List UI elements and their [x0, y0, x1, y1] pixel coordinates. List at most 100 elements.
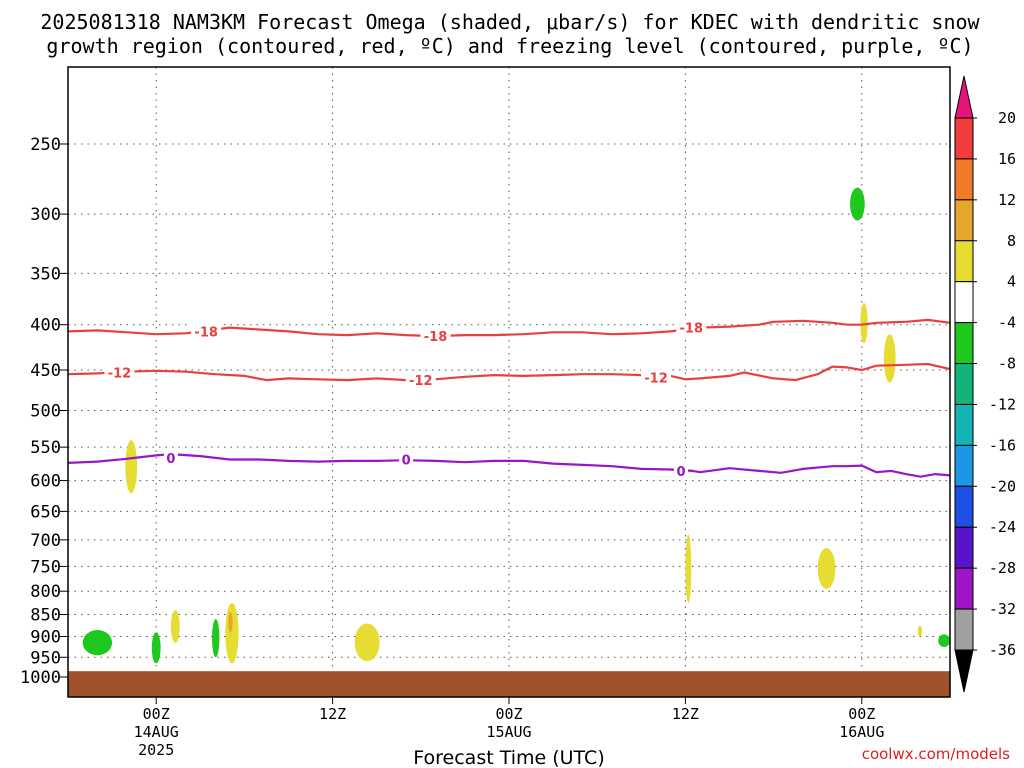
- x-tick-label: 15AUG: [486, 723, 531, 741]
- colorbar-bin-9: [954, 485, 974, 528]
- plot-area: -18 -18 -18 -12 -12 -12 0 0 0: [67, 66, 951, 698]
- colorbar-bin-5: [954, 322, 974, 365]
- contour-label-1-1: -12: [409, 374, 433, 389]
- colorbar-label: -4: [998, 314, 1016, 332]
- colorbar-bin-12: [954, 608, 974, 651]
- y-tick-label: 700: [30, 531, 61, 551]
- colorbar-bin-11: [954, 567, 974, 610]
- colorbar: 20 16 12 8 4 -4 -8 -12 -16 -20 -24 -28 -32 -36: [954, 75, 1016, 693]
- colorbar-bin-3: [954, 240, 974, 283]
- x-tick-label: 00Z: [848, 705, 875, 723]
- y-tick-label: 400: [30, 316, 61, 336]
- y-tick-label: 800: [30, 582, 61, 602]
- x-tick-label: 00Z: [495, 705, 522, 723]
- x-tick-label: 16AUG: [839, 723, 884, 741]
- y-tick-label: 600: [30, 472, 61, 492]
- omega-region-11: [860, 302, 868, 344]
- omega-region-8: [354, 623, 380, 662]
- contours: -18 -18 -18 -12 -12 -12 0 0 0: [67, 318, 951, 480]
- ground-rect: [68, 671, 950, 697]
- contour-label-2-2: 0: [676, 465, 685, 480]
- contour-label-bg-2-0: [163, 450, 178, 467]
- contour-label-bg-0-2: [676, 319, 707, 336]
- contour-label-2-1: 0: [402, 454, 411, 469]
- y-tick-label: 1000: [20, 668, 61, 688]
- chart-title-line1: 2025081318 NAM3KM Forecast Omega (shaded…: [40, 10, 980, 34]
- omega-region-4: [938, 634, 950, 648]
- contour-label-0-2: -18: [680, 322, 704, 337]
- contour-label-bg-0-0: [191, 323, 222, 340]
- x-tick-label: 00Z: [143, 705, 170, 723]
- colorbar-bin-4: [954, 281, 974, 324]
- x-tick-label: 2025: [138, 741, 174, 759]
- y-tick-label: 300: [30, 205, 61, 225]
- colorbar-label: -24: [989, 518, 1016, 536]
- x-tick-label: 14AUG: [134, 723, 179, 741]
- y-tick-label: 650: [30, 502, 61, 522]
- colorbar-label: -20: [989, 477, 1016, 495]
- contour-label-1-0: -12: [108, 367, 132, 382]
- colorbar-top-arrow: [954, 75, 974, 119]
- contour-label-bg-1-0: [104, 364, 135, 381]
- colorbar-label: -32: [989, 600, 1016, 618]
- pressure-axis: 2503003504004505005506006507007508008509…: [20, 135, 68, 688]
- omega-region-3: [850, 187, 865, 221]
- contour-label-bg-2-2: [673, 462, 688, 479]
- y-tick-label: 450: [30, 361, 61, 381]
- colorbar-label: -8: [998, 355, 1016, 373]
- colorbar-bin-0: [954, 117, 974, 160]
- colorbar-label: 20: [998, 109, 1016, 127]
- x-tick-label: 12Z: [319, 705, 346, 723]
- omega-region-14: [228, 612, 233, 633]
- y-tick-label: 250: [30, 135, 61, 155]
- credit-text[interactable]: coolwx.com/models: [862, 745, 1010, 763]
- colorbar-bin-10: [954, 526, 974, 569]
- omega-region-9: [685, 534, 692, 604]
- colorbar-bottom-arrow: [954, 649, 974, 693]
- x-tick-label: 12Z: [672, 705, 699, 723]
- contour-label-bg-2-1: [399, 451, 414, 468]
- grid: [68, 67, 950, 697]
- omega-shading: [82, 187, 950, 664]
- y-tick-label: 850: [30, 606, 61, 626]
- y-tick-label: 350: [30, 264, 61, 284]
- y-tick-label: 750: [30, 557, 61, 577]
- colorbar-label: 4: [1007, 273, 1016, 291]
- contour-label-bg-1-1: [405, 372, 436, 389]
- omega-region-6: [170, 609, 180, 643]
- x-axis-label: Forecast Time (UTC): [413, 747, 604, 768]
- omega-region-1: [151, 632, 161, 664]
- colorbar-label: -12: [989, 395, 1016, 413]
- omega-region-5: [125, 440, 138, 494]
- colorbar-label: 8: [1007, 232, 1016, 250]
- contour-label-1-2: -12: [644, 372, 668, 387]
- colorbar-label: 12: [998, 191, 1016, 209]
- colorbar-label: -16: [989, 436, 1016, 454]
- contour-label-bg-0-1: [420, 328, 451, 345]
- omega-region-10: [817, 548, 836, 589]
- contour-label-bg-1-2: [641, 369, 671, 386]
- chart-title-line2: growth region (contoured, red, ºC) and f…: [46, 34, 973, 58]
- contour-line-1: [67, 362, 951, 382]
- colorbar-label: -28: [989, 559, 1016, 577]
- y-tick-label: 550: [30, 438, 61, 458]
- colorbar-label: -36: [989, 641, 1016, 659]
- plot-frame: [67, 66, 951, 698]
- colorbar-bin-1: [954, 158, 974, 201]
- contour-label-2-0: 0: [166, 452, 175, 467]
- colorbar-bin-6: [954, 363, 974, 405]
- y-tick-label: 500: [30, 402, 61, 422]
- contour-label-0-0: -18: [194, 325, 218, 340]
- omega-region-2: [212, 619, 220, 658]
- omega-region-12: [883, 334, 896, 383]
- y-tick-label: 900: [30, 627, 61, 647]
- contour-line-2: [67, 453, 951, 478]
- contour-label-0-1: -18: [424, 330, 448, 345]
- y-tick-label: 950: [30, 648, 61, 668]
- omega-region-13: [917, 625, 923, 637]
- colorbar-label: 16: [998, 150, 1016, 168]
- ground-band: [68, 671, 950, 697]
- omega-region-7: [225, 603, 239, 664]
